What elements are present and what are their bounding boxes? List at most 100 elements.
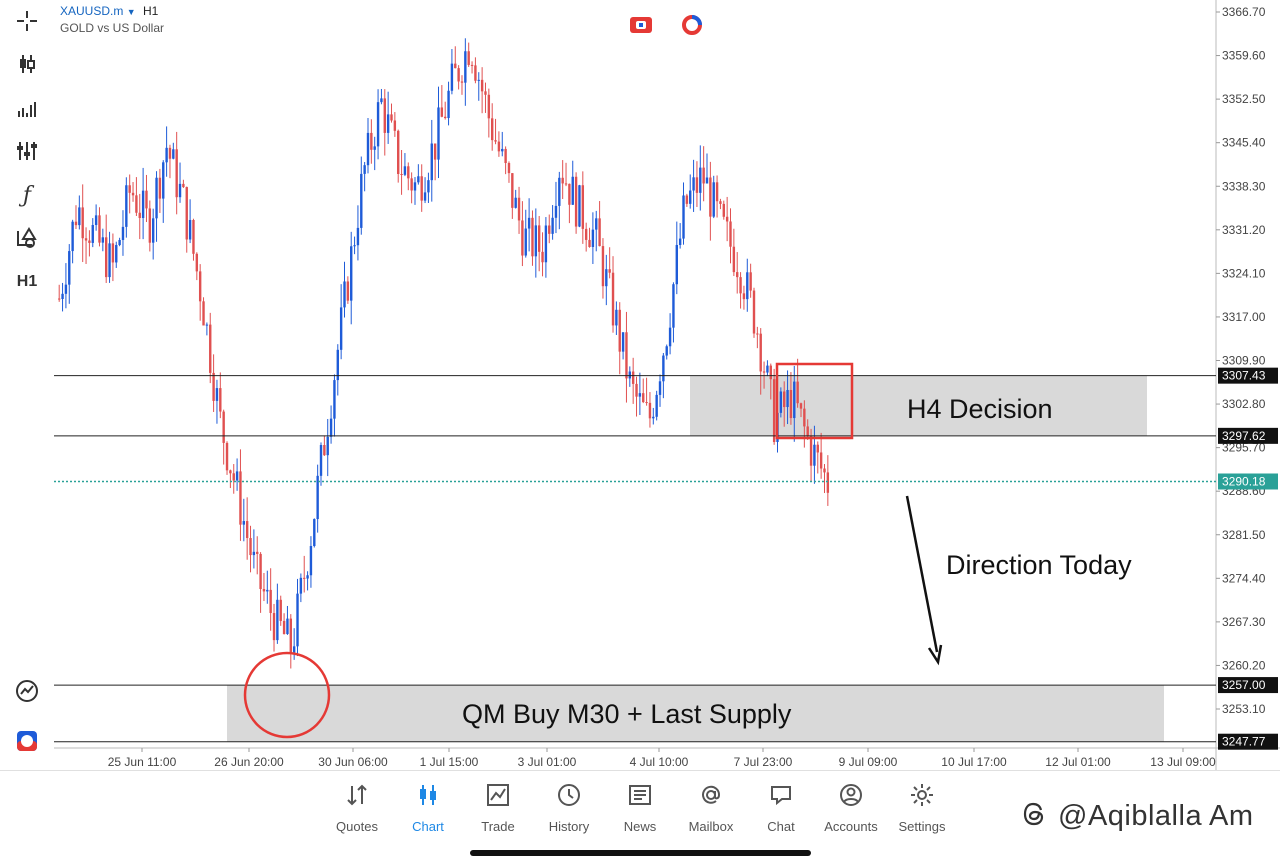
symbol-selector[interactable]: XAUUSD.m ▼ H1	[60, 4, 158, 18]
candle-body	[595, 218, 598, 230]
candle-body	[229, 470, 232, 474]
candle-body	[94, 215, 98, 225]
time-tick-label: 13 Jul 09:00	[1150, 755, 1216, 769]
candle-body	[339, 307, 343, 350]
candle-body	[155, 177, 158, 219]
crosshair-icon[interactable]	[6, 4, 48, 38]
candle-body	[568, 183, 571, 205]
candle-body	[336, 349, 339, 381]
price-tick-label: 3324.10	[1222, 266, 1266, 280]
candle-body	[736, 272, 739, 278]
candle-body	[655, 394, 658, 417]
chart-icon	[393, 781, 463, 809]
tab-settings[interactable]: Settings	[887, 781, 957, 834]
timeframe-button[interactable]: H1	[16, 273, 38, 290]
candle-body	[739, 277, 742, 294]
candle-body	[256, 551, 259, 554]
candle-body	[514, 197, 517, 208]
candle-body	[282, 620, 286, 635]
qm-highlight-circle	[243, 651, 331, 739]
candle-body	[799, 403, 803, 409]
candle-body	[548, 225, 551, 234]
candle-body	[353, 245, 356, 247]
candle-body	[292, 646, 296, 653]
tab-chat[interactable]: Chat	[746, 781, 816, 834]
objects-icon[interactable]	[6, 221, 48, 255]
candle-body	[534, 225, 538, 257]
tab-trade[interactable]: Trade	[463, 781, 533, 834]
indicators-icon[interactable]	[6, 134, 48, 168]
one-click-trading-icon[interactable]	[630, 17, 652, 33]
tab-history[interactable]: History	[534, 781, 604, 834]
candle-body	[652, 416, 655, 419]
candle-body	[571, 176, 574, 205]
candle-body	[470, 64, 474, 66]
candle-body	[769, 365, 772, 380]
chart-area[interactable]: 3366.70 3359.60 3352.50 3345.40 3338.30 3331.…	[0, 0, 1280, 770]
candle-body	[162, 162, 165, 199]
broker-logo-icon[interactable]	[6, 724, 48, 758]
chart-top-icons	[628, 14, 708, 38]
qm-buy-zone	[227, 685, 1164, 742]
candle-body	[326, 436, 329, 456]
tab-quotes[interactable]: Quotes	[322, 781, 392, 834]
candle-body	[484, 91, 487, 95]
tab-mailbox[interactable]: Mailbox	[676, 781, 746, 834]
trading-signals-icon[interactable]	[6, 674, 48, 708]
price-chart[interactable]: 3366.70 3359.60 3352.50 3345.40 3338.30 3331.…	[0, 0, 1280, 770]
watermark-text: @Aqiblalla Am	[1058, 800, 1254, 832]
candle-body	[252, 551, 256, 556]
candle-body	[135, 195, 138, 213]
tab-label: Chart	[412, 819, 444, 834]
tab-chart[interactable]: Chart	[393, 781, 463, 834]
candle-body	[313, 519, 316, 547]
candle-body	[477, 79, 480, 81]
signal-icon[interactable]	[682, 15, 702, 35]
candle-body	[732, 246, 736, 273]
settings-icon	[887, 781, 957, 809]
quotes-icon	[322, 781, 392, 809]
candle-body	[74, 221, 78, 226]
candle-body	[202, 301, 205, 326]
price-tick-label: 3281.50	[1222, 528, 1266, 542]
candle-body	[427, 180, 430, 193]
price-tick-label: 3267.30	[1222, 615, 1266, 629]
tab-news[interactable]: News	[605, 781, 675, 834]
candle-body	[803, 408, 806, 427]
tab-label: Settings	[898, 819, 946, 834]
candle-body	[554, 205, 558, 218]
h4-decision-zone	[690, 375, 1147, 436]
direction-arrow-line	[905, 495, 939, 653]
tab-label: Accounts	[824, 819, 878, 834]
candlestick-icon[interactable]	[6, 47, 48, 81]
candle-body	[729, 221, 732, 247]
caret-down-icon: ▼	[126, 7, 136, 17]
candle-body	[766, 365, 769, 373]
candle-body	[212, 372, 215, 401]
candle-body	[524, 228, 527, 256]
candle-body	[601, 246, 605, 287]
candle-body	[108, 243, 111, 278]
candle-body	[195, 253, 199, 272]
candle-body	[383, 98, 386, 133]
candle-body	[692, 177, 695, 191]
tab-accounts[interactable]: Accounts	[816, 781, 886, 834]
candle-body	[819, 452, 823, 469]
candle-body	[413, 182, 417, 191]
candle-body	[168, 147, 172, 159]
candle-body	[444, 116, 447, 119]
candle-body	[645, 402, 648, 404]
candle-body	[131, 192, 135, 196]
news-icon	[605, 781, 675, 809]
candle-body	[437, 107, 440, 160]
chart-type-icon[interactable]	[6, 92, 48, 126]
function-icon[interactable]: ƒ	[22, 182, 32, 208]
candle-body	[172, 149, 175, 159]
candle-body	[403, 166, 407, 175]
candle-body	[366, 132, 370, 166]
candle-body	[423, 192, 427, 201]
candle-body	[192, 220, 195, 254]
price-tick-label: 3309.90	[1222, 354, 1266, 368]
candle-body	[531, 217, 534, 257]
candle-body	[494, 140, 497, 142]
